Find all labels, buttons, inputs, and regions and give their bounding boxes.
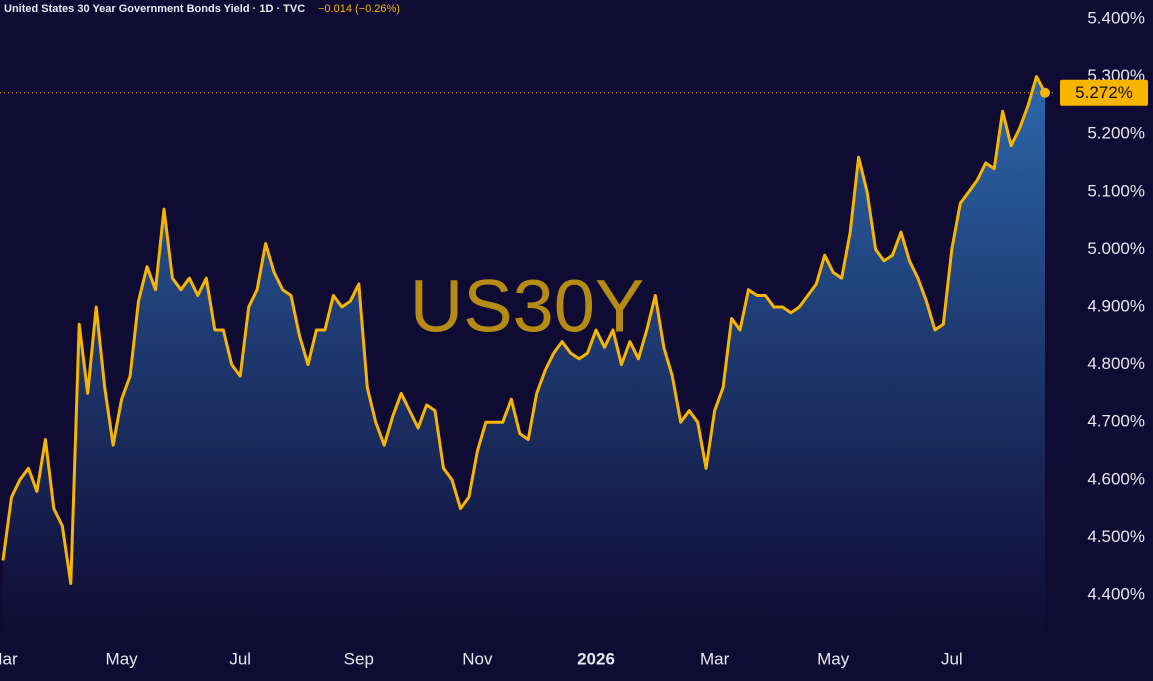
y-tick-label: 4.400%	[1087, 584, 1145, 603]
x-tick-label: 2026	[577, 649, 615, 668]
change: −0.014 (−0.26%)	[318, 3, 400, 15]
x-tick-label: Jul	[941, 649, 963, 668]
y-tick-label: 5.200%	[1087, 124, 1145, 143]
x-tick-label: May	[106, 649, 139, 668]
x-tick-label: Sep	[344, 649, 374, 668]
x-tick-label: Jul	[229, 649, 251, 668]
price-label-box	[1060, 79, 1148, 106]
y-tick-label: 4.800%	[1087, 354, 1145, 373]
plot	[0, 75, 1055, 641]
y-tick-label: 4.500%	[1087, 527, 1145, 546]
watermark: US30Y	[410, 265, 644, 348]
line	[1, 75, 1047, 585]
y-tick-label: 5.400%	[1087, 8, 1145, 27]
y-tick-label: 5.000%	[1087, 239, 1145, 258]
area	[3, 76, 1045, 641]
y-tick-label: 4.600%	[1087, 469, 1145, 488]
y-tick-label: 4.700%	[1087, 412, 1145, 431]
x-tick-label: Mar	[0, 649, 18, 668]
x-tick-label: Nov	[462, 649, 493, 668]
x-tick-label: Mar	[700, 649, 730, 668]
chart-title: United States 30 Year Government Bonds Y…	[4, 3, 305, 15]
price-label: 5.272%	[1075, 83, 1133, 102]
y-tick-label: 4.900%	[1087, 296, 1145, 315]
x-tick-label: May	[817, 649, 850, 668]
y-tick-label: 5.100%	[1087, 181, 1145, 200]
